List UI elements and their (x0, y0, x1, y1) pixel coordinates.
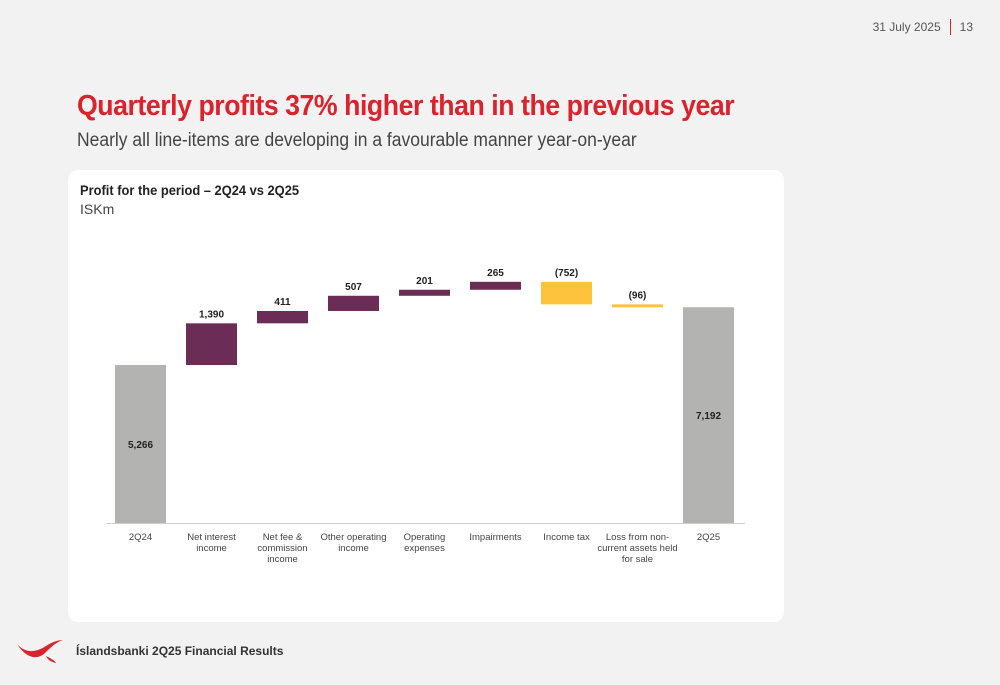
page-subtitle: Nearly all line-items are developing in … (77, 130, 637, 151)
category-label-0-0: 2Q24 (129, 532, 152, 543)
bar-2 (257, 310, 308, 324)
header-divider (949, 19, 951, 35)
bar-1 (186, 323, 237, 366)
footer-text: Íslandsbanki 2Q25 Financial Results (76, 644, 284, 658)
chart-card: Profit for the period – 2Q24 vs 2Q25 ISK… (68, 170, 784, 622)
chart-title: Profit for the period – 2Q24 vs 2Q25 (80, 182, 300, 198)
header-meta: 31 July 2025 13 (873, 19, 973, 35)
category-label-1-0: Net interest (187, 532, 236, 543)
data-label-8: 7,192 (696, 411, 721, 422)
category-label-2-2: income (267, 554, 298, 565)
bar-6 (541, 281, 592, 305)
data-label-1: 1,390 (199, 309, 224, 320)
category-label-8-0: 2Q25 (697, 532, 720, 543)
data-label-2: 411 (274, 297, 291, 308)
islandsbanki-logo-icon (17, 640, 63, 663)
bar-0 (115, 365, 166, 523)
data-label-4: 201 (416, 276, 433, 287)
category-label-7-0: Loss from non- (606, 532, 669, 543)
report-date: 31 July 2025 (872, 20, 941, 34)
category-label-2-1: commission (257, 543, 307, 554)
category-label-1-1: income (196, 543, 227, 554)
category-label-5-0: Impairments (469, 532, 522, 543)
category-label-3-0: Other operating (320, 532, 386, 543)
data-label-6: (752) (555, 268, 578, 279)
page-number: 13 (959, 20, 973, 34)
category-label-7-2: for sale (622, 554, 653, 565)
bar-3 (328, 295, 379, 311)
bar-7 (612, 304, 663, 308)
bar-4 (399, 289, 450, 296)
page-title: Quarterly profits 37% higher than in the… (77, 90, 735, 122)
bar-5 (470, 281, 521, 290)
bar-8 (683, 307, 734, 523)
footer: Íslandsbanki 2Q25 Financial Results (16, 638, 283, 664)
category-label-3-1: income (338, 543, 369, 554)
chart-unit: ISKm (80, 201, 115, 217)
data-label-0: 5,266 (128, 440, 153, 451)
category-label-2-0: Net fee & (263, 532, 303, 543)
category-label-6-0: Income tax (543, 532, 590, 543)
data-label-3: 507 (345, 282, 362, 293)
data-label-5: 265 (487, 268, 504, 279)
category-label-4-1: expenses (404, 543, 445, 554)
category-label-4-0: Operating (404, 532, 446, 543)
category-label-7-1: current assets held (597, 543, 677, 554)
data-label-7: (96) (629, 290, 647, 301)
